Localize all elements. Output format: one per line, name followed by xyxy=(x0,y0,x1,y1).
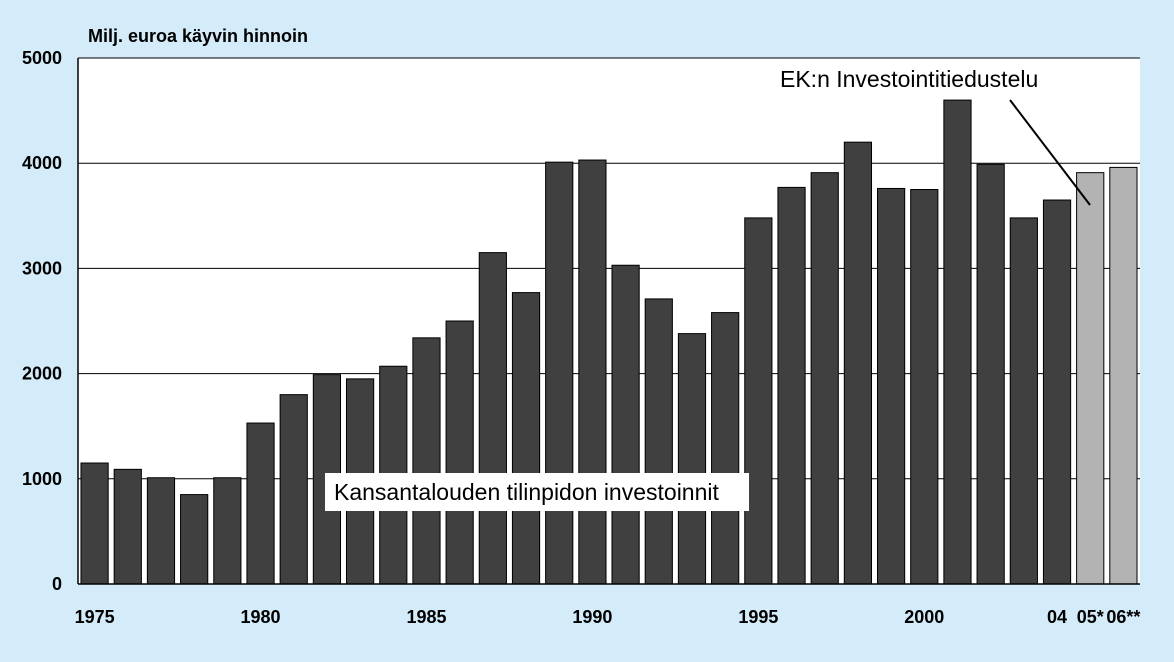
bar-2000 xyxy=(910,189,939,585)
annotation-ek-leader-line xyxy=(1009,99,1091,206)
bar-1987 xyxy=(478,252,507,585)
bar-1997 xyxy=(810,172,839,585)
bar-2002 xyxy=(976,163,1005,585)
annotation-ek: EK:n Investointitiedustelu xyxy=(780,66,1038,92)
bar-1978 xyxy=(180,494,209,585)
bar-2003 xyxy=(1009,217,1038,585)
x-tick-label: 06** xyxy=(1106,607,1140,627)
bar-1981 xyxy=(279,394,308,585)
x-tick-label: 04 xyxy=(1047,607,1067,627)
bar-2005 xyxy=(1076,172,1105,585)
y-axis-title: Milj. euroa käyvin hinnoin xyxy=(88,26,308,46)
bar-1986 xyxy=(445,320,474,585)
bar-2001 xyxy=(943,99,972,585)
x-tick-labels: 1975 1980 1985 1990 1995 2000 04 05* 06** xyxy=(75,607,1141,627)
bar-1991 xyxy=(611,264,640,585)
bar-1992 xyxy=(644,298,673,585)
x-tick-label: 2000 xyxy=(904,607,944,627)
annotation-kansantalous: Kansantalouden tilinpidon investoinnit xyxy=(334,479,720,505)
y-tick-label: 5000 xyxy=(22,48,62,68)
bar-1995 xyxy=(744,217,773,585)
x-tick-label: 1980 xyxy=(241,607,281,627)
x-tick-label: 1975 xyxy=(75,607,115,627)
bar-1975 xyxy=(80,462,109,585)
y-tick-labels: 0 1000 2000 3000 4000 5000 xyxy=(22,48,62,594)
bar-1980 xyxy=(246,422,275,585)
y-tick-label: 4000 xyxy=(22,153,62,173)
y-tick-label: 2000 xyxy=(22,364,62,384)
y-tick-label: 1000 xyxy=(22,469,62,489)
bar-1998 xyxy=(843,141,873,585)
bar-1988 xyxy=(511,292,541,585)
y-tick-label: 0 xyxy=(52,574,62,594)
bar-1979 xyxy=(213,477,242,585)
bar-1994 xyxy=(711,312,740,585)
bar-1989 xyxy=(545,161,574,585)
bar-1990 xyxy=(578,159,607,585)
x-tick-label: 1995 xyxy=(738,607,778,627)
x-tick-label: 05* xyxy=(1077,607,1104,627)
y-tick-label: 3000 xyxy=(22,258,62,278)
bar-1996 xyxy=(777,186,806,585)
bar-2006 xyxy=(1109,166,1138,585)
bar-1977 xyxy=(146,477,176,585)
x-tick-label: 1985 xyxy=(406,607,446,627)
bar-1976 xyxy=(113,468,142,585)
annotation-box-kansantalous xyxy=(325,473,749,511)
bar-2004 xyxy=(1042,199,1072,585)
bar-1993 xyxy=(677,333,707,585)
x-tick-label: 1990 xyxy=(572,607,612,627)
bar-1999 xyxy=(876,187,906,585)
bar-1985 xyxy=(412,337,441,585)
